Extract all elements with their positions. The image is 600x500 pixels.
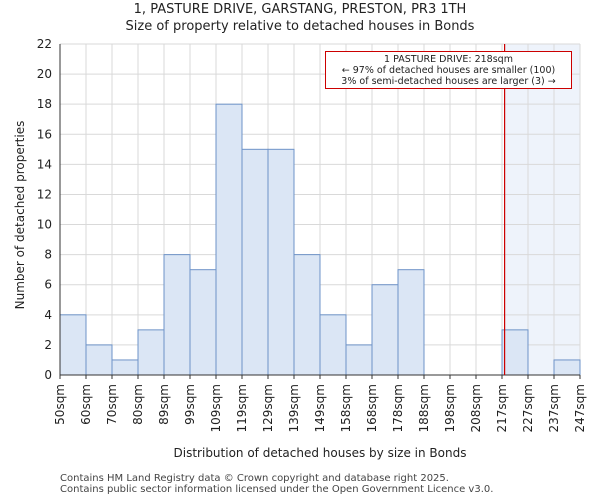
x-tick-label: 129sqm	[261, 384, 275, 432]
x-tick-label: 237sqm	[547, 384, 561, 432]
x-tick-label: 119sqm	[235, 384, 249, 432]
bar	[59, 314, 87, 376]
annotation-box: 1 PASTURE DRIVE: 218sqm ← 97% of detache…	[325, 51, 572, 89]
x-tick-label: 99sqm	[183, 384, 197, 425]
x-tick-label: 188sqm	[417, 384, 431, 432]
x-tick-label: 227sqm	[521, 384, 535, 432]
x-tick-label: 139sqm	[287, 384, 301, 432]
x-tick-label: 149sqm	[313, 384, 327, 432]
bar	[397, 269, 425, 376]
bar	[501, 329, 529, 376]
y-tick-label: 12	[37, 187, 52, 201]
y-tick-label: 8	[44, 248, 52, 262]
x-axis-label: Distribution of detached houses by size …	[173, 446, 467, 460]
bar	[137, 329, 165, 376]
bar	[371, 284, 399, 376]
x-tick-label: 198sqm	[443, 384, 457, 432]
bar	[189, 269, 217, 376]
x-tick-label: 158sqm	[339, 384, 353, 432]
bar	[553, 359, 581, 376]
bar	[85, 344, 113, 376]
bar	[241, 148, 269, 376]
x-tick-label: 178sqm	[391, 384, 405, 432]
annotation-line-1: 1 PASTURE DRIVE: 218sqm	[384, 54, 513, 65]
y-tick-label: 20	[37, 67, 52, 81]
y-tick-label: 6	[44, 278, 52, 292]
x-tick-label: 247sqm	[573, 384, 587, 432]
x-tick-label: 80sqm	[131, 384, 145, 425]
x-tick-label: 208sqm	[469, 384, 483, 432]
y-tick-label: 4	[44, 308, 52, 322]
footer-line-2: Contains public sector information licen…	[60, 484, 494, 495]
y-tick-label: 10	[37, 218, 52, 232]
x-tick-label: 60sqm	[79, 384, 93, 425]
bar	[163, 254, 191, 376]
x-tick-label: 168sqm	[365, 384, 379, 432]
y-tick-label: 18	[37, 97, 52, 111]
bar	[345, 344, 373, 376]
footer-line-1: Contains HM Land Registry data © Crown c…	[60, 473, 449, 484]
y-tick-label: 2	[44, 338, 52, 352]
annotation-line-2: ← 97% of detached houses are smaller (10…	[341, 65, 556, 76]
x-tick-label: 217sqm	[495, 384, 509, 432]
y-tick-label: 22	[37, 37, 52, 51]
bar	[111, 359, 139, 376]
chart-title: 1, PASTURE DRIVE, GARSTANG, PRESTON, PR3…	[133, 2, 467, 17]
y-tick-label: 16	[37, 127, 52, 141]
bar	[267, 148, 295, 376]
y-tick-label: 0	[44, 368, 52, 382]
x-tick-label: 50sqm	[53, 384, 67, 425]
highlight-region	[504, 44, 580, 375]
x-tick-label: 109sqm	[209, 384, 223, 432]
x-tick-label: 89sqm	[157, 384, 171, 425]
bar	[319, 314, 347, 376]
x-tick-label: 70sqm	[105, 384, 119, 425]
y-tick-label: 14	[37, 157, 52, 171]
bar	[215, 103, 243, 376]
bar	[293, 254, 321, 376]
annotation-line-3: 3% of semi-detached houses are larger (3…	[341, 76, 556, 87]
chart-subtitle: Size of property relative to detached ho…	[125, 19, 475, 34]
y-axis-label: Number of detached properties	[13, 120, 27, 310]
